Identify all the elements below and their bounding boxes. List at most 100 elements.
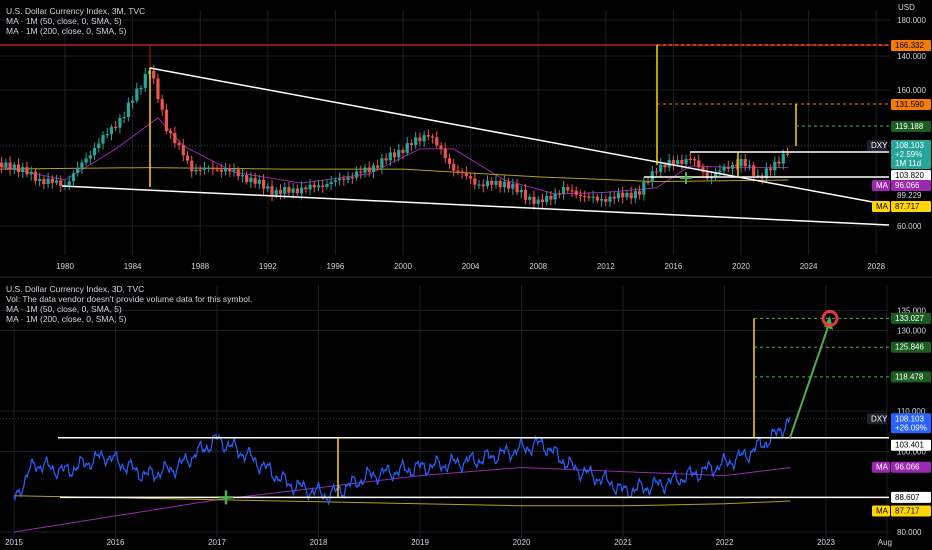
badge-103-text: 103.820	[895, 171, 924, 180]
badge-dxy-price[interactable]: 108.103+2.59%1M 11d	[891, 140, 931, 169]
candle-body	[523, 189, 528, 200]
panel1-ma50-legend[interactable]: MA · 1M (50, close, 0, SMA, 5)	[6, 16, 122, 26]
badge-118[interactable]: 118.478	[891, 371, 931, 383]
badge-133-bg	[891, 312, 931, 324]
candle-body	[12, 164, 16, 170]
candle-body	[118, 118, 122, 128]
badge-ma200-2[interactable]: 87.717	[891, 505, 931, 517]
panel2-title[interactable]: U.S. Dollar Currency Index, 3D, TVC	[6, 284, 145, 294]
panel2-ma200-legend[interactable]: MA · 1M (200, close, 0, SMA, 5)	[6, 314, 127, 324]
panel2-volume-note: Vol: The data vendor doesn't provide vol…	[6, 294, 253, 304]
panel1-ma-mid-value: 89.229	[897, 191, 922, 200]
candle-body	[274, 190, 278, 195]
badge-ma-tag-purple-2-bg	[872, 461, 890, 473]
candle-body	[473, 178, 477, 185]
candle-body	[131, 100, 135, 103]
candle-body	[169, 130, 173, 134]
panel1-x-tick: 2016	[665, 262, 683, 271]
candle-body	[350, 177, 354, 179]
panel2-y-tick: 80.000	[897, 528, 922, 537]
badge-dxy-symbol-2-text: DXY	[871, 414, 888, 423]
badge-ma-tag-purple[interactable]: MA	[872, 180, 890, 191]
badge-88-6[interactable]: 88.607	[891, 491, 931, 503]
badge-166-text: 166.332	[895, 41, 924, 50]
badge-ma50-2[interactable]: 96.066	[891, 461, 931, 473]
panel1-y-tick: 160.000	[897, 86, 926, 95]
candle-body	[785, 153, 790, 155]
candle-body	[223, 168, 228, 172]
candle-body	[414, 137, 418, 146]
badge-ma200[interactable]: 87.717	[891, 201, 931, 212]
candle-body	[752, 165, 756, 176]
badge-dxy-price-2-text: 108.103	[895, 414, 924, 423]
panel1-y-tick: 60.000	[897, 222, 922, 231]
panel2-x-tick: 2022	[716, 538, 734, 547]
candle-body	[773, 161, 777, 171]
badge-166[interactable]: 166.332	[891, 40, 931, 51]
badge-ma-tag-yellow-2[interactable]: MA	[872, 505, 890, 517]
badge-131[interactable]: 131.590	[891, 99, 931, 110]
panel2-x-tick: 2021	[614, 538, 632, 547]
badge-119[interactable]: 119.188	[891, 121, 931, 132]
panel2-ma50-legend[interactable]: MA · 1M (50, close, 0, SMA, 5)	[6, 304, 122, 314]
candle-body	[595, 196, 599, 201]
panel2-x-tick: 2019	[411, 538, 429, 547]
candle-body	[97, 143, 101, 149]
badge-ma50[interactable]: 96.066	[891, 180, 931, 191]
candle-body	[718, 170, 722, 173]
badge-125[interactable]: 125.846	[891, 341, 931, 353]
candle-body	[194, 169, 198, 172]
badge-ma-tag-yellow[interactable]: MA	[872, 201, 890, 212]
candle-body	[692, 159, 697, 161]
candle-body	[321, 185, 325, 187]
candle-body	[236, 169, 240, 177]
candle-body	[633, 191, 637, 199]
candle-body	[219, 169, 223, 172]
candle-body	[397, 149, 401, 158]
badge-ma-tag-purple-2-text: MA	[876, 463, 889, 472]
candle-body	[190, 160, 194, 172]
panel1-candles	[0, 65, 790, 210]
candle-body	[80, 162, 84, 168]
panel1-x-tick: 1980	[56, 262, 74, 271]
panel1-ma200-legend[interactable]: MA · 1M (200, close, 0, SMA, 5)	[6, 26, 127, 36]
panel1-x-tick: 2000	[394, 262, 412, 271]
panel2-moving-averages	[13, 466, 791, 533]
candle-body	[359, 171, 363, 173]
candle-body	[502, 181, 506, 188]
candle-body	[756, 175, 760, 177]
candle-body	[608, 196, 612, 202]
badge-125-bg	[891, 341, 931, 353]
candle-body	[604, 198, 608, 202]
panel2-grid	[0, 285, 889, 538]
badge-119-text: 119.188	[895, 122, 924, 131]
badge-ma-tag-yellow-2-bg	[872, 505, 890, 517]
candle-body	[177, 143, 181, 145]
candle-body	[67, 181, 71, 185]
badge-103[interactable]: 103.820	[891, 170, 931, 181]
badge-dxy-symbol-2[interactable]: DXY	[867, 413, 888, 425]
candle-body	[249, 177, 253, 183]
badge-118-bg	[891, 371, 931, 383]
candle-body	[354, 171, 359, 178]
badge-103-4-bg	[891, 439, 931, 451]
panel1-title[interactable]: U.S. Dollar Currency Index, 3M, TVC	[6, 6, 146, 16]
badge-ma-tag-purple-2[interactable]: MA	[872, 461, 890, 473]
badge-ma-tag-yellow-bg	[872, 201, 890, 212]
candle-body	[367, 167, 371, 173]
panel1-ma-line	[0, 117, 789, 195]
panel2-y-tick: 130.000	[897, 327, 926, 336]
badge-dxy-symbol[interactable]: DXY	[867, 140, 888, 151]
candle-body	[380, 158, 384, 168]
candle-body	[490, 180, 494, 185]
badge-103-4[interactable]: 103.401	[891, 439, 931, 451]
badge-dxy-price-2[interactable]: 108.103+26.09%	[891, 413, 931, 434]
badge-133[interactable]: 133.027	[891, 312, 931, 324]
panel2-price-line	[13, 416, 791, 506]
panel1-legend: U.S. Dollar Currency Index, 3M, TVC MA ·…	[6, 6, 145, 36]
badge-131-text: 131.590	[895, 100, 924, 109]
badge-ma50-bg	[891, 180, 931, 191]
candle-body	[139, 87, 143, 90]
